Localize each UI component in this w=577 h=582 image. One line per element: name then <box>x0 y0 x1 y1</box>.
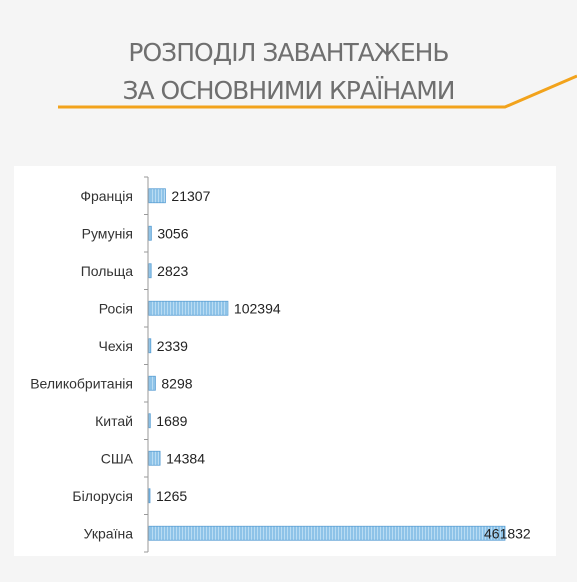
bar <box>148 375 156 391</box>
category-label: Китай <box>95 413 133 429</box>
value-label: 461832 <box>484 525 531 541</box>
bar <box>148 488 151 504</box>
category-label: Польща <box>81 263 134 279</box>
title-line-1: РОЗПОДІЛ ЗАВАНТАЖЕНЬ <box>128 38 449 67</box>
category-label: Чехія <box>98 338 133 354</box>
bar <box>148 225 152 241</box>
category-label: Україна <box>84 525 134 541</box>
category-label: Білорусія <box>72 488 133 504</box>
bar <box>148 188 166 204</box>
value-label: 3056 <box>157 225 188 241</box>
chart-panel: Франція 21307 Румунія 3056 Польща 2823 Росія 10… <box>14 166 556 556</box>
category-label: Великобританія <box>30 375 133 391</box>
bar <box>148 338 152 354</box>
title-line-2: ЗА ОСНОВНИМИ КРАЇНАМИ <box>122 76 455 105</box>
bar <box>148 525 506 541</box>
bar-chart: Франція 21307 Румунія 3056 Польща 2823 Росія 10… <box>30 176 531 553</box>
value-label: 2823 <box>157 263 188 279</box>
value-label: 1265 <box>156 488 187 504</box>
value-label: 21307 <box>171 188 210 204</box>
value-label: 102394 <box>234 300 281 316</box>
category-label: Румунія <box>82 225 133 241</box>
bar <box>148 300 229 316</box>
value-label: 1689 <box>156 413 187 429</box>
value-label: 14384 <box>166 450 205 466</box>
category-label: Росія <box>99 300 133 316</box>
value-label: 8298 <box>161 375 192 391</box>
bar <box>148 263 152 279</box>
category-label: Франція <box>80 188 133 204</box>
bar <box>148 450 161 466</box>
value-label: 2339 <box>157 338 188 354</box>
bar <box>148 413 151 429</box>
category-label: США <box>101 450 134 466</box>
chart-title: РОЗПОДІЛ ЗАВАНТАЖЕНЬ ЗА ОСНОВНИМИ КРАЇНА… <box>0 34 577 110</box>
